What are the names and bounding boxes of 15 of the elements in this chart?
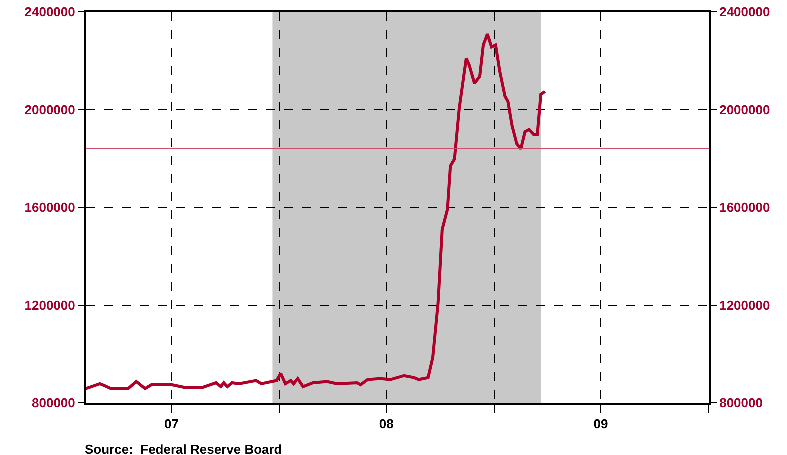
y-tick-label: 1600000 [24, 200, 76, 216]
y2-tick-label: 1600000 [720, 200, 770, 216]
y2-tick-label: 1200000 [720, 298, 770, 313]
y-tick-label: 2000000 [24, 102, 76, 118]
line-series [86, 32, 547, 390]
y-tick-label: 1200000 [24, 298, 76, 313]
x-tick-label: 07 [164, 416, 179, 432]
x-tick-label: 09 [594, 416, 608, 432]
source-note: Source: Federal Reserve Board [85, 442, 282, 455]
y2-tick-label: 2000000 [720, 102, 770, 118]
y-tick-label: 800000 [32, 396, 76, 411]
x-tick-label: 08 [379, 416, 394, 432]
y2-tick-label: 2400000 [720, 4, 770, 20]
y-tick-label: 2400000 [24, 4, 76, 20]
y2-tick-label: 800000 [720, 396, 763, 411]
